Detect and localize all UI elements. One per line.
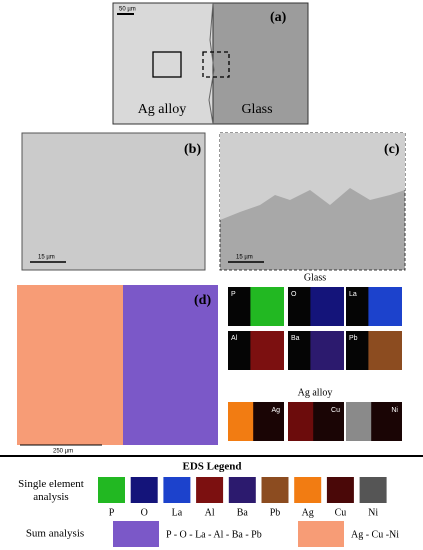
panel-a-alloy — [112, 2, 214, 125]
element-label: Cu — [331, 407, 340, 414]
map-signal — [368, 287, 402, 326]
panel-label: (d) — [194, 293, 211, 308]
element-label: Ni — [391, 407, 398, 414]
element-label: Ba — [291, 335, 300, 342]
legend-swatch — [113, 521, 159, 547]
legend-swatch — [130, 477, 158, 503]
legend-label: La — [172, 507, 183, 518]
element-label: P — [231, 291, 236, 298]
interface — [208, 2, 215, 125]
element-label: La — [349, 291, 357, 298]
legend-swatch — [163, 477, 191, 503]
panel-d-alloy — [17, 285, 123, 445]
alloy-region — [220, 133, 405, 220]
legend-label: Ba — [237, 507, 249, 518]
region-box — [152, 51, 182, 78]
legend-label: Ni — [368, 507, 378, 518]
panel-d-glass — [123, 285, 218, 445]
region-box-dashed — [202, 51, 230, 78]
legend-label: P - O - La - Al - Ba - Pb — [166, 529, 262, 540]
panel-label: (c) — [384, 142, 400, 157]
legend-swatch — [326, 477, 354, 503]
region-label: Glass — [241, 102, 272, 117]
panel-label: (b) — [184, 142, 201, 157]
element-label: O — [291, 291, 297, 298]
legend-label: Ag - Cu -Ni — [351, 529, 399, 540]
map-signal — [368, 331, 402, 370]
element-label: Al — [231, 335, 238, 342]
map-signal — [250, 287, 284, 326]
scale-label: 250 µm — [53, 449, 73, 455]
map-signal — [310, 331, 344, 370]
legend-label: Al — [205, 507, 215, 518]
legend-swatch — [196, 477, 224, 503]
legend-label: Cu — [335, 507, 347, 518]
map-signal — [288, 402, 314, 441]
legend-row-label: Sum analysis — [26, 528, 84, 540]
region-label: Ag alloy — [138, 102, 187, 117]
legend-label: Pb — [270, 507, 281, 518]
element-label: Pb — [349, 335, 358, 342]
map-signal — [228, 402, 254, 441]
legend-swatch — [359, 477, 387, 503]
legend-label: Ag — [302, 507, 314, 518]
legend-swatch — [261, 477, 289, 503]
panel-b — [21, 132, 206, 271]
legend-title: EDS Legend — [183, 461, 242, 473]
map-signal — [250, 331, 284, 370]
scale-label: 15 µm — [38, 255, 55, 261]
map-signal — [346, 402, 372, 441]
map-group-title: Glass — [304, 272, 326, 283]
scale-label: 15 µm — [236, 255, 253, 261]
map-group-title: Ag alloy — [298, 387, 333, 398]
legend-row-label: Single element analysis — [18, 478, 84, 503]
legend-swatch — [98, 477, 125, 503]
map-signal — [310, 287, 344, 326]
legend-swatch — [294, 477, 322, 503]
legend-swatch — [228, 477, 256, 503]
panel-label: (a) — [270, 10, 287, 25]
legend-label: O — [141, 507, 148, 518]
scale-label: 50 µm — [119, 7, 136, 13]
legend-label: P — [109, 507, 115, 518]
element-label: Ag — [271, 407, 280, 414]
legend-swatch — [298, 521, 344, 547]
